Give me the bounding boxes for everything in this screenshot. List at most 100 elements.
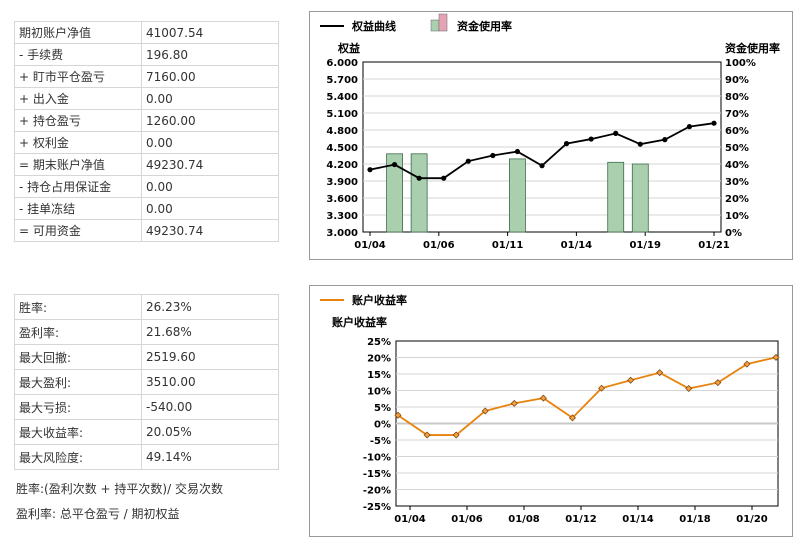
row-label: = 可用资金	[14, 219, 142, 242]
performance-row: 胜率: 26.23%	[14, 294, 279, 320]
equity-point	[490, 152, 496, 159]
y-tick-label: 3.000	[326, 228, 358, 239]
account-row: + 权利金 0.00	[14, 131, 279, 154]
row-value: 0.00	[141, 131, 279, 154]
return-chart-panel: 账户收益率 账户收益率 25% 20% 15% 10% 5% 0% -5% -10% -15% -20…	[309, 285, 793, 537]
profit-rate-note: 盈利率: 总平仓盈亏 / 期初权益	[16, 507, 180, 521]
y-tick-label: 4.200	[326, 160, 358, 171]
y-tick-label: 10%	[725, 211, 749, 222]
return-point	[568, 414, 576, 422]
row-label: 最大亏损:	[14, 394, 142, 420]
right-axis-title: 资金使用率	[725, 41, 780, 55]
account-summary-table: 期初账户净值 41007.54- 手续费 196.80 + 盯市平仓盈亏 7160.00…	[14, 21, 279, 242]
return-point	[539, 394, 547, 402]
y-tick-label: 60%	[725, 126, 749, 137]
performance-body: 胜率: 26.23% 盈利率: 21.68% 最大回撤: 2519.60 最大盈利: 3510…	[14, 294, 279, 470]
y-tick-label: 4.500	[326, 143, 358, 154]
performance-row: 最大盈利: 3510.00	[14, 369, 279, 395]
account-row: + 盯市平仓盈亏 7160.00	[14, 65, 279, 88]
row-value: 41007.54	[141, 21, 279, 44]
performance-row: 最大风险度: 49.14%	[14, 444, 279, 470]
equity-point	[588, 136, 594, 142]
row-value: 49230.74	[141, 219, 279, 242]
x-tick-label: 01/08	[508, 514, 540, 525]
usage-bar	[410, 153, 428, 233]
return-point	[394, 411, 402, 419]
y-tick-label: 20%	[367, 354, 391, 365]
account-row: = 可用资金 49230.74	[14, 219, 279, 242]
x-tick-label: 01/06	[423, 240, 455, 251]
return-line	[397, 356, 777, 436]
y-tick-label: -15%	[363, 469, 391, 480]
row-value: 49230.74	[141, 153, 279, 176]
equity-point	[391, 161, 398, 168]
y-tick-label: 40%	[725, 160, 749, 171]
account-row: - 手续费 196.80	[14, 43, 279, 66]
y-tick-label: 0%	[725, 228, 742, 239]
row-value: 0.00	[141, 197, 279, 220]
equity-point	[465, 158, 471, 164]
equity-point	[441, 175, 447, 181]
equity-point	[711, 120, 717, 126]
win-rate-note: 胜率:(盈利次数 + 持平次数)/ 交易次数	[16, 482, 223, 496]
row-value: 49.14%	[141, 444, 279, 470]
y-tick-label: 70%	[725, 109, 749, 120]
equity-point	[416, 175, 422, 181]
y-axis-title: 账户收益率	[332, 315, 387, 329]
row-label: 胜率:	[14, 294, 142, 320]
legend-bar-swatch	[438, 13, 448, 32]
y-tick-label: 100%	[725, 58, 756, 69]
y-tick-label: 3.600	[326, 194, 358, 205]
performance-table: 胜率: 26.23% 盈利率: 21.68% 最大回撤: 2519.60 最大盈利: 3510…	[14, 294, 279, 470]
row-label: - 持仓占用保证金	[14, 175, 142, 198]
x-tick-label: 01/06	[451, 514, 483, 525]
y-tick-label: 5.700	[326, 75, 358, 86]
y-tick-label: 10%	[367, 387, 391, 398]
performance-row: 最大回撤: 2519.60	[14, 344, 279, 370]
row-label: 最大收益率:	[14, 419, 142, 445]
equity-point	[563, 141, 570, 147]
account-row: 期初账户净值 41007.54	[14, 21, 279, 44]
account-row: - 挂单冻结 0.00	[14, 197, 279, 220]
account-row: + 出入金 0.00	[14, 87, 279, 110]
x-tick-label: 01/14	[561, 240, 593, 251]
row-value: 3510.00	[141, 369, 279, 395]
row-label: 最大风险度:	[14, 444, 142, 470]
row-value: 21.68%	[141, 319, 279, 345]
usage-bar	[631, 163, 649, 233]
y-tick-label: -5%	[370, 436, 391, 447]
y-tick-label: -10%	[363, 453, 391, 464]
x-tick-label: 01/11	[492, 240, 524, 251]
legend-bar-swatch	[430, 19, 440, 32]
row-value: 20.05%	[141, 419, 279, 445]
return-point	[772, 353, 780, 361]
y-tick-label: 5%	[374, 403, 391, 414]
row-label: - 挂单冻结	[14, 197, 142, 220]
row-label: + 盯市平仓盈亏	[14, 65, 142, 88]
y-tick-label: 90%	[725, 75, 749, 86]
account-summary-body: 期初账户净值 41007.54- 手续费 196.80 + 盯市平仓盈亏 7160.00…	[14, 21, 279, 242]
performance-row: 最大收益率: 20.05%	[14, 419, 279, 445]
y-tick-label: 50%	[725, 143, 749, 154]
row-value: 196.80	[141, 43, 279, 66]
legend-label: 资金使用率	[457, 19, 512, 33]
return-point	[656, 369, 664, 377]
y-tick-label: 3.300	[326, 211, 358, 222]
y-tick-label: 0%	[374, 420, 391, 431]
y-tick-label: 80%	[725, 92, 749, 103]
row-label: - 手续费	[14, 43, 142, 66]
account-row: = 期末账户净值 49230.74	[14, 153, 279, 176]
usage-bar	[386, 153, 403, 233]
legend-label: 账户收益率	[352, 293, 407, 307]
usage-bar	[509, 158, 526, 233]
equity-point	[514, 148, 521, 155]
performance-row: 盈利率: 21.68%	[14, 319, 279, 345]
y-tick-label: 5.100	[326, 109, 358, 120]
return-point	[452, 431, 460, 439]
y-tick-label: 5.400	[326, 92, 358, 103]
x-tick-label: 01/04	[354, 240, 386, 251]
x-tick-label: 01/18	[679, 514, 711, 525]
y-tick-label: 30%	[725, 177, 749, 188]
row-value: 2519.60	[141, 344, 279, 370]
